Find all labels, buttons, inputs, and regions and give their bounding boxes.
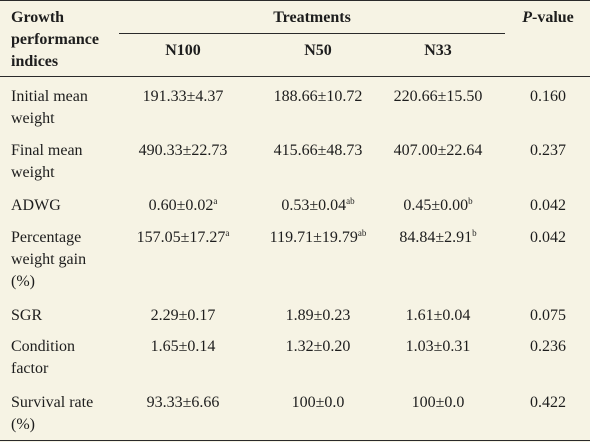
- significance-superscript: ab: [346, 196, 355, 206]
- value-number: 1.61±0.04: [405, 307, 471, 324]
- header-group-n50: N50: [304, 42, 332, 59]
- pvalue-cell: 0.236: [530, 338, 566, 355]
- value-cell: 191.33±4.37: [118, 86, 248, 108]
- value-number: 0.60±0.02: [148, 197, 214, 214]
- header-group-n33: N33: [424, 42, 452, 59]
- value-number: 100±0.0: [411, 394, 465, 411]
- value-number: 2.29±0.17: [150, 307, 216, 324]
- row-label-line: weight gain: [11, 251, 87, 268]
- value-number: 220.66±15.50: [393, 88, 483, 105]
- header-indices-line: performance: [11, 31, 99, 48]
- value-number: 119.71±19.79: [269, 229, 358, 246]
- value-cell: 1.03±0.31: [373, 336, 503, 358]
- row-label-line: ADWG: [11, 197, 61, 214]
- pvalue-cell: 0.422: [530, 394, 566, 411]
- value-cell: 490.33±22.73: [118, 140, 248, 162]
- value-number: 1.03±0.31: [405, 338, 471, 355]
- value-number: 415.66±48.73: [273, 142, 363, 159]
- value-cell: 2.29±0.17: [118, 305, 248, 327]
- pvalue-cell: 0.042: [530, 229, 566, 246]
- row-label-line: weight: [11, 110, 55, 127]
- pvalue-cell: 0.042: [530, 197, 566, 214]
- row-label-line: Initial mean: [11, 88, 88, 105]
- row-label-line: factor: [11, 360, 49, 377]
- value-cell: 1.65±0.14: [118, 336, 248, 358]
- value-cell: 407.00±22.64: [373, 140, 503, 162]
- value-cell: 157.05±17.27a: [118, 227, 248, 249]
- table-rule-1: [0, 0, 590, 1]
- value-cell: 93.33±6.66: [118, 392, 248, 414]
- pvalue-cell: 0.075: [530, 307, 566, 324]
- value-cell: 0.60±0.02a: [118, 195, 248, 217]
- value-number: 191.33±4.37: [142, 88, 224, 105]
- value-number: 490.33±22.73: [138, 142, 228, 159]
- value-cell: 100±0.0: [253, 392, 383, 414]
- value-cell: 415.66±48.73: [253, 140, 383, 162]
- pvalue-cell: 0.160: [530, 88, 566, 105]
- value-cell: 84.84±2.91b: [373, 227, 503, 249]
- value-cell: 188.66±10.72: [253, 86, 383, 108]
- value-cell: 1.61±0.04: [373, 305, 503, 327]
- value-number: 188.66±10.72: [273, 88, 363, 105]
- row-label-line: Percentage: [11, 229, 82, 246]
- table-rule-4: [0, 440, 590, 441]
- row-label-line: weight: [11, 164, 55, 181]
- row-label-line: (%): [11, 416, 35, 433]
- header-group-n100: N100: [165, 42, 201, 59]
- header-indices-line: Growth: [11, 9, 65, 26]
- row-label-line: Condition: [11, 338, 76, 355]
- value-number: 0.45±0.00: [403, 197, 469, 214]
- pvalue-cell: 0.237: [530, 142, 566, 159]
- table-rule-3: [0, 76, 590, 77]
- value-cell: 1.89±0.23: [253, 305, 383, 327]
- significance-superscript: a: [213, 196, 218, 206]
- header-treatments: Treatments: [273, 9, 351, 26]
- value-number: 1.65±0.14: [150, 338, 216, 355]
- header-pvalue-italic: P: [522, 9, 532, 26]
- significance-superscript: b: [468, 196, 473, 206]
- value-cell: 0.45±0.00b: [373, 195, 503, 217]
- significance-superscript: ab: [357, 228, 367, 238]
- row-label-line: (%): [11, 273, 35, 290]
- row-label-line: Final mean: [11, 142, 83, 159]
- value-number: 1.89±0.23: [285, 307, 351, 324]
- significance-superscript: a: [225, 228, 230, 238]
- value-cell: 119.71±19.79ab: [253, 227, 383, 249]
- value-number: 93.33±6.66: [146, 394, 220, 411]
- value-number: 0.53±0.04: [281, 197, 347, 214]
- significance-superscript: b: [472, 228, 477, 238]
- value-cell: 220.66±15.50: [373, 86, 503, 108]
- value-cell: 0.53±0.04ab: [253, 195, 383, 217]
- header-indices-line: indices: [11, 53, 59, 70]
- row-label-line: SGR: [11, 307, 43, 324]
- header-pvalue: P-value: [503, 7, 590, 29]
- value-number: 407.00±22.64: [393, 142, 483, 159]
- header-pvalue-suffix: -value: [532, 9, 574, 26]
- value-number: 84.84±2.91: [399, 229, 473, 246]
- value-number: 1.32±0.20: [285, 338, 351, 355]
- table-rule-2: [119, 33, 505, 34]
- value-cell: 1.32±0.20: [253, 336, 383, 358]
- row-label-line: Survival rate: [11, 394, 94, 411]
- value-number: 100±0.0: [291, 394, 345, 411]
- value-number: 157.05±17.27: [136, 229, 226, 246]
- value-cell: 100±0.0: [373, 392, 503, 414]
